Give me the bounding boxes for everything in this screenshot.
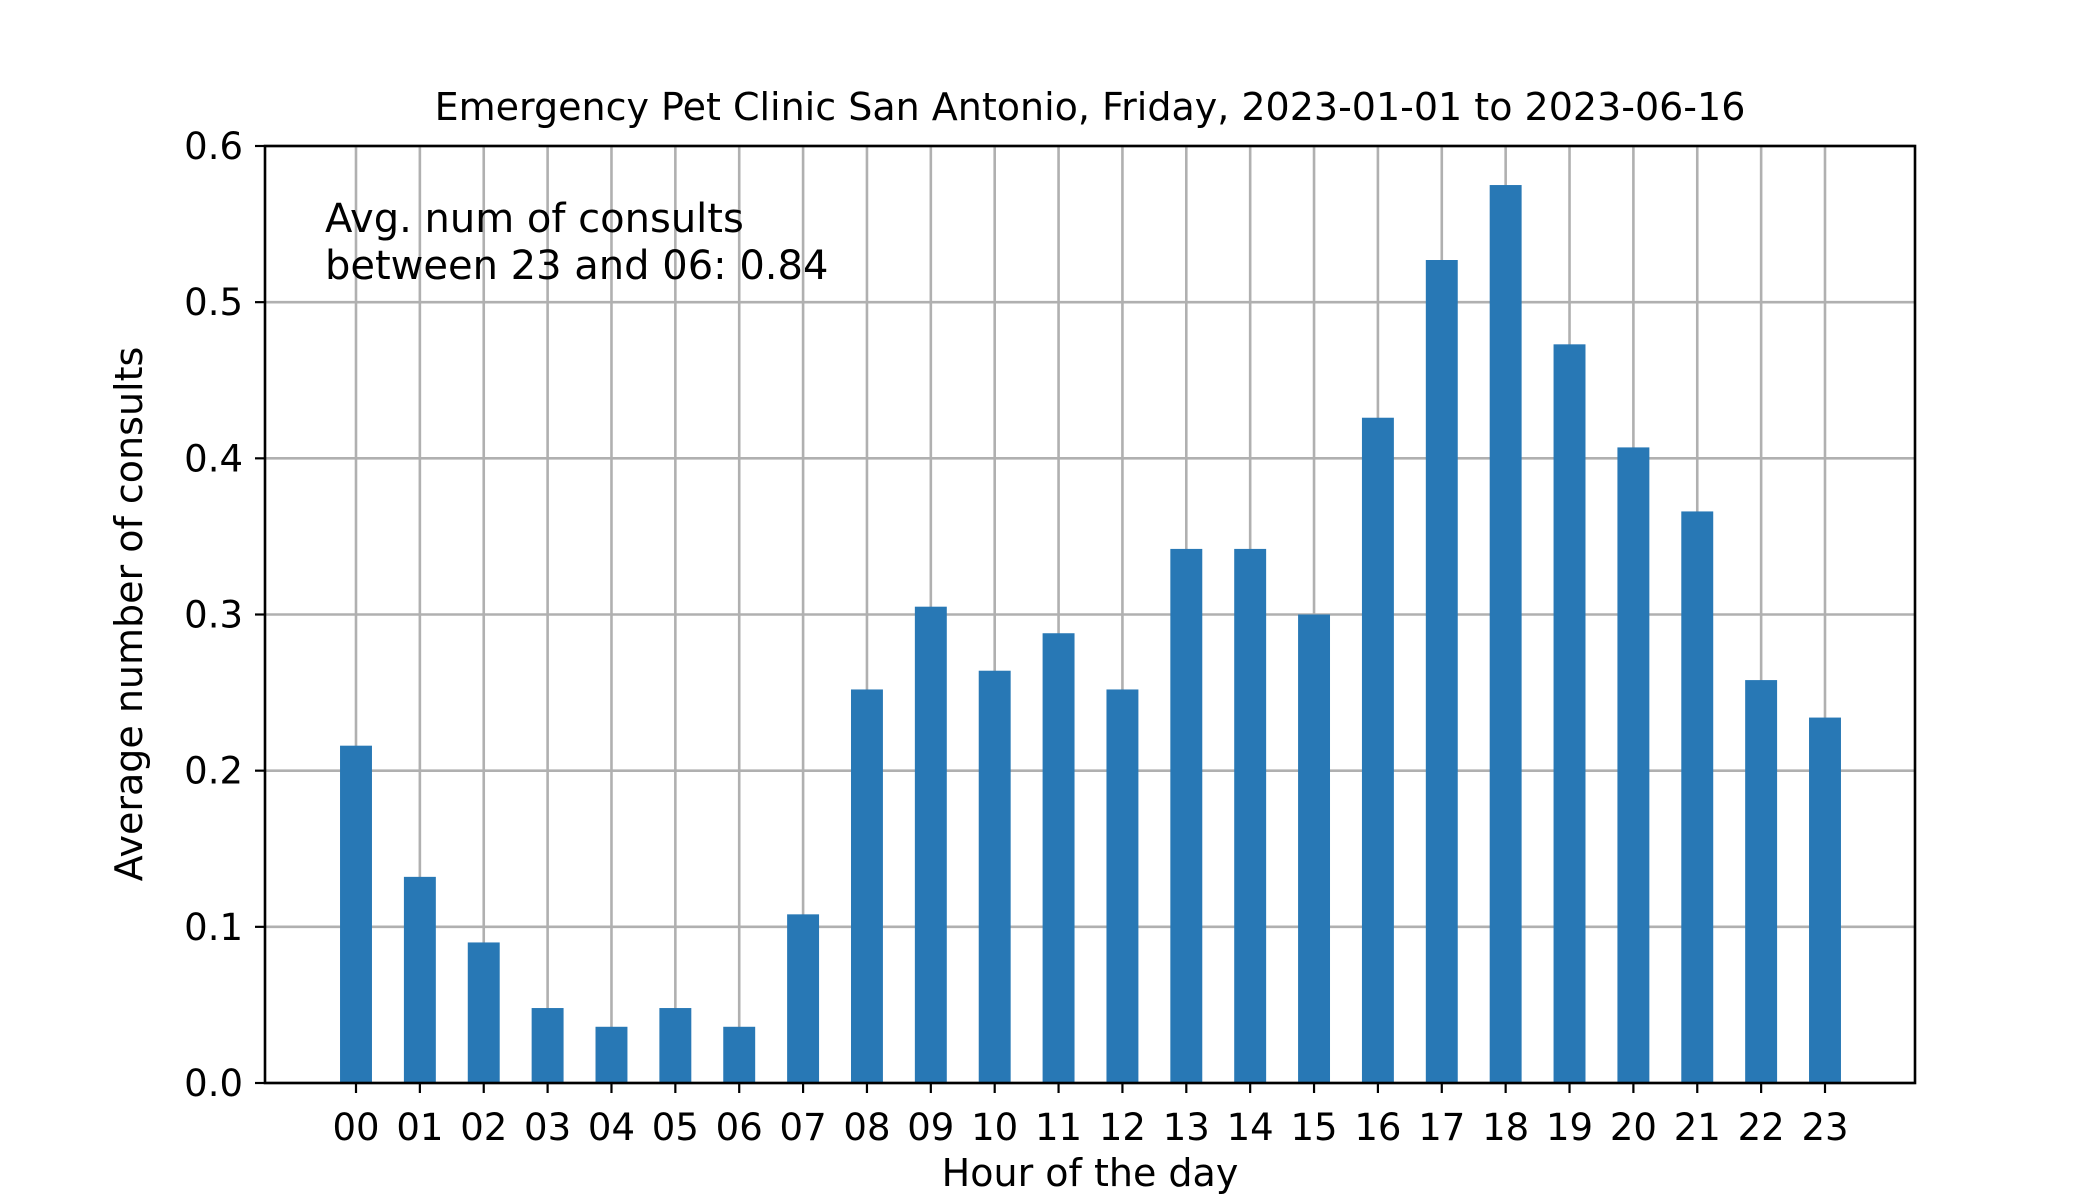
bar-hour-08 [850, 689, 883, 1083]
x-tick-label: 07 [780, 1106, 827, 1149]
bar-hour-01 [403, 876, 436, 1083]
bar-hour-19 [1553, 344, 1586, 1083]
bar-hour-18 [1489, 185, 1522, 1083]
x-tick-label: 09 [907, 1106, 954, 1149]
bar-hour-12 [1106, 689, 1139, 1083]
x-axis: 00 01 02 03 04 05 06 07 08 09 10 11 12 13 14 15 16 17 18 19… [332, 1083, 1849, 1149]
y-tick-label: 0.4 [184, 437, 243, 480]
x-tick-label: 03 [524, 1106, 571, 1149]
y-tick-label: 0.6 [184, 125, 243, 168]
x-tick-label: 01 [396, 1106, 443, 1149]
x-tick-label: 11 [1035, 1106, 1082, 1149]
bar-hour-23 [1809, 717, 1841, 1083]
x-tick-label: 04 [588, 1106, 635, 1149]
bar-hour-11 [1042, 633, 1075, 1083]
x-tick-label: 02 [460, 1106, 507, 1149]
bar-hour-10 [978, 670, 1011, 1083]
y-tick-label: 0.5 [184, 281, 243, 324]
x-tick-label: 23 [1801, 1106, 1848, 1149]
x-tick-label: 13 [1163, 1106, 1210, 1149]
bar-hour-21 [1681, 511, 1714, 1083]
y-tick-label: 0.2 [184, 750, 243, 793]
bar-hour-15 [1298, 614, 1331, 1083]
bar-hour-05 [659, 1008, 692, 1083]
bar-hour-03 [531, 1008, 564, 1083]
bar-hour-04 [595, 1026, 628, 1083]
x-tick-label: 22 [1738, 1106, 1785, 1149]
bar-hour-09 [914, 606, 947, 1083]
x-tick-label: 05 [652, 1106, 699, 1149]
x-tick-label: 12 [1099, 1106, 1146, 1149]
y-axis-label: Average number of consults [107, 347, 151, 882]
bar-hour-13 [1170, 548, 1203, 1083]
bars [340, 185, 1841, 1084]
bar-hour-02 [467, 942, 500, 1083]
bar-hour-22 [1745, 680, 1778, 1083]
bar-hour-14 [1234, 548, 1267, 1083]
x-axis-label: Hour of the day [942, 1151, 1239, 1195]
y-tick-label: 0.1 [184, 906, 243, 949]
y-tick-label: 0.0 [184, 1062, 243, 1105]
x-tick-label: 21 [1674, 1106, 1721, 1149]
x-tick-label: 18 [1482, 1106, 1529, 1149]
bar-hour-07 [787, 914, 820, 1083]
x-tick-label: 10 [971, 1106, 1018, 1149]
x-tick-label: 00 [332, 1106, 379, 1149]
x-tick-label: 19 [1546, 1106, 1593, 1149]
x-tick-label: 14 [1227, 1106, 1274, 1149]
x-tick-label: 17 [1418, 1106, 1465, 1149]
x-tick-label: 20 [1610, 1106, 1657, 1149]
bar-hour-17 [1425, 260, 1458, 1083]
bar-hour-06 [723, 1026, 756, 1083]
x-tick-label: 16 [1354, 1106, 1401, 1149]
annotation-line-2: between 23 and 06: 0.84 [325, 243, 828, 289]
x-tick-label: 06 [716, 1106, 763, 1149]
x-tick-label: 15 [1290, 1106, 1337, 1149]
y-tick-label: 0.3 [184, 594, 243, 637]
bar-hour-20 [1617, 447, 1650, 1083]
annotation-line-1: Avg. num of consults [325, 196, 744, 242]
chart-title: Emergency Pet Clinic San Antonio, Friday… [435, 85, 1746, 129]
y-axis: 0.0 0.1 0.2 0.3 0.4 0.5 0.6 [184, 125, 265, 1105]
bar-hour-00 [340, 745, 372, 1083]
bar-hour-16 [1361, 417, 1394, 1084]
x-tick-label: 08 [843, 1106, 890, 1149]
